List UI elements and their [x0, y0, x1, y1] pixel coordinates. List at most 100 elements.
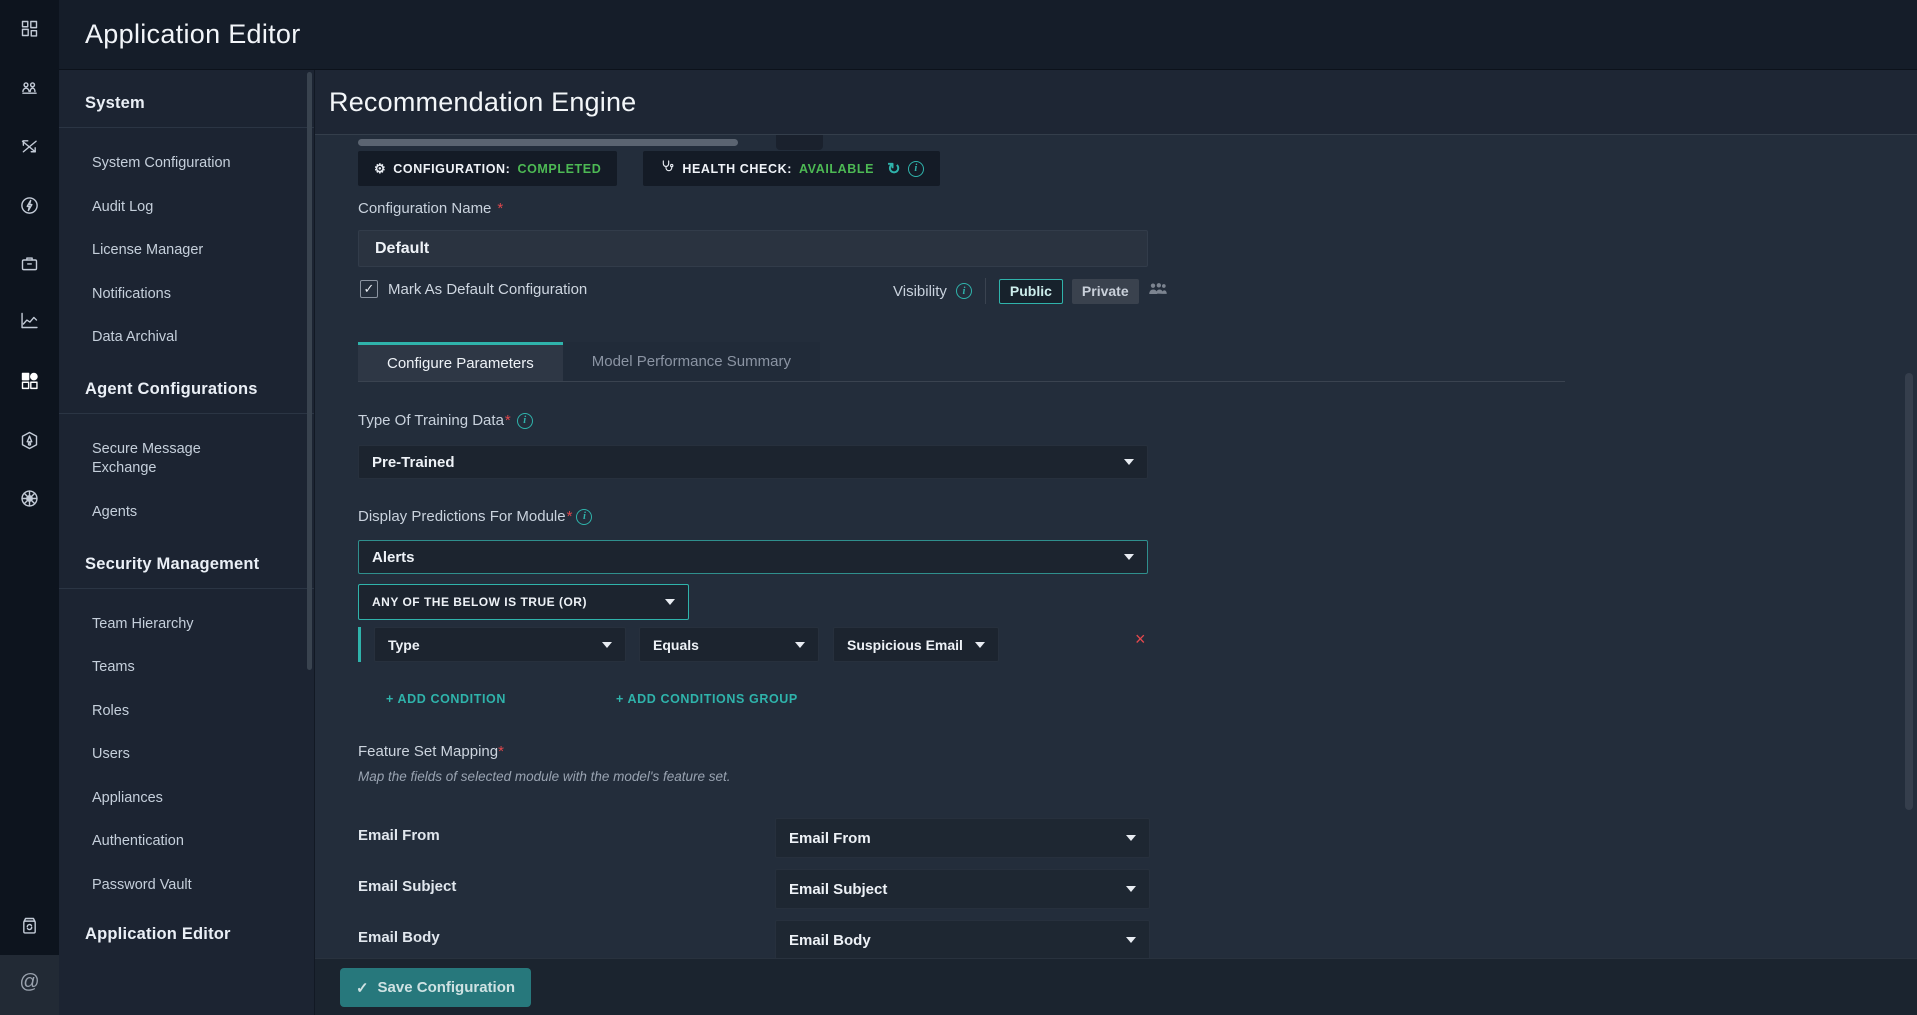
main-scrollbar[interactable] — [1905, 373, 1913, 810]
users-icon[interactable] — [0, 67, 59, 107]
sidebar-header-application-editor: Application Editor — [85, 925, 231, 944]
sidebar-item-team-hierarchy[interactable]: Team Hierarchy — [92, 615, 194, 632]
chevron-down-icon — [1124, 554, 1134, 560]
chevron-down-icon — [1124, 459, 1134, 465]
condition-group-operator-dropdown[interactable]: ANY OF THE BELOW IS TRUE (OR) — [358, 584, 689, 620]
save-configuration-button[interactable]: ✓ Save Configuration — [340, 968, 531, 1007]
guard-icon[interactable] — [0, 420, 59, 460]
module-dropdown[interactable]: Alerts — [358, 540, 1148, 574]
sidebar-item-teams[interactable]: Teams — [92, 659, 135, 676]
main-panel: Recommendation Engine ⚙ CONFIGURATION: C… — [315, 70, 1917, 1015]
top-bar: Application Editor — [59, 0, 1917, 70]
wheel-icon[interactable] — [0, 478, 59, 518]
module-label: Display Predictions For Module * i — [358, 508, 593, 525]
transfer-icon[interactable] — [0, 126, 59, 166]
icon-rail: @ — [0, 0, 59, 1015]
health-check-badge: HEALTH CHECK: AVAILABLE ↻ i — [643, 151, 941, 186]
visibility-control: Visibility i Public Private — [893, 278, 1168, 304]
chevron-down-icon — [795, 641, 805, 648]
map-field-email-body: Email Body — [358, 929, 440, 946]
chevron-down-icon — [1126, 835, 1136, 841]
divider — [59, 587, 314, 589]
configuration-status-label: CONFIGURATION: — [393, 161, 511, 176]
gear-icon: ⚙ — [374, 160, 387, 176]
chevron-down-icon — [602, 641, 612, 648]
configuration-status-badge: ⚙ CONFIGURATION: COMPLETED — [358, 151, 618, 186]
sidebar-item-system-configuration[interactable]: System Configuration — [92, 155, 231, 171]
map-field-email-from: Email From — [358, 827, 440, 844]
feature-mapping-title: Feature Set Mapping* — [358, 743, 504, 760]
sidebar-item-data-archival[interactable]: Data Archival — [92, 329, 178, 346]
visibility-info-icon[interactable]: i — [955, 283, 972, 299]
map-dropdown-email-subject[interactable]: Email Subject — [775, 869, 1150, 909]
sidebar-section-agent-configurations: Agent Configurations Secure Message Exch… — [59, 378, 314, 553]
refresh-icon[interactable]: ↻ — [887, 160, 902, 178]
group-access-icon[interactable] — [1148, 282, 1168, 301]
health-info-icon[interactable]: i — [908, 160, 925, 177]
mark-default-label: Mark As Default Configuration — [388, 280, 588, 298]
sidebar-item-roles[interactable]: Roles — [92, 702, 130, 719]
configuration-name-input[interactable]: Default — [358, 230, 1148, 267]
analytics-icon[interactable] — [0, 300, 59, 340]
sidebar-item-authentication[interactable]: Authentication — [92, 833, 184, 850]
sidebar-item-appliances[interactable]: Appliances — [92, 789, 163, 806]
chevron-down-icon — [1126, 886, 1136, 892]
map-dropdown-email-from[interactable]: Email From — [775, 818, 1150, 858]
sidebar-item-agents[interactable]: Agents — [92, 503, 138, 520]
briefcase-icon[interactable] — [0, 243, 59, 283]
sidebar-header-system: System — [85, 94, 145, 112]
sidebar-nav: System System Configuration Audit Log Li… — [59, 70, 315, 1015]
feature-mapping-subtitle: Map the fields of selected module with t… — [358, 769, 731, 784]
scrolled-element-sliver — [358, 139, 738, 146]
rail-bottom-strip — [0, 955, 59, 1015]
remove-condition-icon[interactable]: × — [1135, 629, 1146, 649]
add-condition-link[interactable]: + ADD CONDITION — [386, 692, 506, 706]
chevron-down-icon — [665, 599, 675, 605]
visibility-public-chip[interactable]: Public — [998, 278, 1063, 304]
dashboard-icon[interactable] — [0, 8, 59, 48]
training-data-dropdown[interactable]: Pre-Trained — [358, 445, 1148, 479]
sidebar-scrollbar[interactable] — [307, 72, 312, 670]
checkbox-checked-icon[interactable]: ✓ — [360, 280, 378, 298]
tab-configure-parameters[interactable]: Configure Parameters — [358, 342, 563, 381]
sidebar-item-password-vault[interactable]: Password Vault — [92, 876, 192, 893]
sidebar-item-audit-log[interactable]: Audit Log — [92, 198, 154, 215]
map-dropdown-email-body[interactable]: Email Body — [775, 920, 1150, 958]
add-conditions-group-link[interactable]: + ADD CONDITIONS GROUP — [616, 692, 798, 706]
tab-bar: Configure Parameters Model Performance S… — [358, 342, 1565, 382]
stethoscope-icon — [659, 159, 675, 178]
training-data-info-icon[interactable]: i — [516, 412, 533, 429]
chevron-down-icon — [975, 641, 985, 648]
condition-operator-dropdown[interactable]: Equals — [639, 627, 819, 662]
check-icon: ✓ — [355, 979, 369, 997]
divider — [984, 278, 986, 304]
map-field-email-subject: Email Subject — [358, 878, 457, 895]
flash-icon[interactable] — [0, 185, 59, 225]
tab-model-performance-summary[interactable]: Model Performance Summary — [562, 342, 820, 381]
divider — [59, 412, 314, 414]
training-data-label: Type Of Training Data * i — [358, 412, 533, 429]
visibility-private-chip[interactable]: Private — [1071, 278, 1139, 304]
configuration-name-label: Configuration Name * — [358, 200, 504, 217]
scrolled-tab-sliver — [776, 135, 823, 150]
condition-field-dropdown[interactable]: Type — [374, 627, 626, 662]
sidebar-item-secure-message-exchange[interactable]: Secure Message Exchange — [92, 440, 201, 477]
module-info-icon[interactable]: i — [576, 508, 593, 525]
sidebar-header-security-management: Security Management — [85, 554, 260, 573]
mark-default-checkbox-row[interactable]: ✓ Mark As Default Configuration — [360, 280, 587, 298]
apps-icon[interactable] — [0, 360, 59, 400]
sidebar-item-users[interactable]: Users — [92, 746, 130, 763]
main-header: Recommendation Engine — [315, 70, 1917, 135]
form-footer: ✓ Save Configuration — [315, 958, 1917, 1015]
sidebar-section-system: System System Configuration Audit Log Li… — [59, 70, 314, 378]
app-title: Application Editor — [85, 19, 301, 49]
sidebar-header-agent-configurations: Agent Configurations — [85, 379, 258, 398]
condition-value-dropdown[interactable]: Suspicious Email — [833, 627, 999, 662]
sidebar-item-license-manager[interactable]: License Manager — [92, 242, 204, 259]
archive-icon[interactable] — [0, 905, 59, 945]
page-title: Recommendation Engine — [329, 86, 637, 117]
mention-icon[interactable]: @ — [19, 970, 40, 993]
sidebar-item-notifications[interactable]: Notifications — [92, 285, 171, 302]
health-check-label: HEALTH CHECK: — [682, 161, 792, 176]
